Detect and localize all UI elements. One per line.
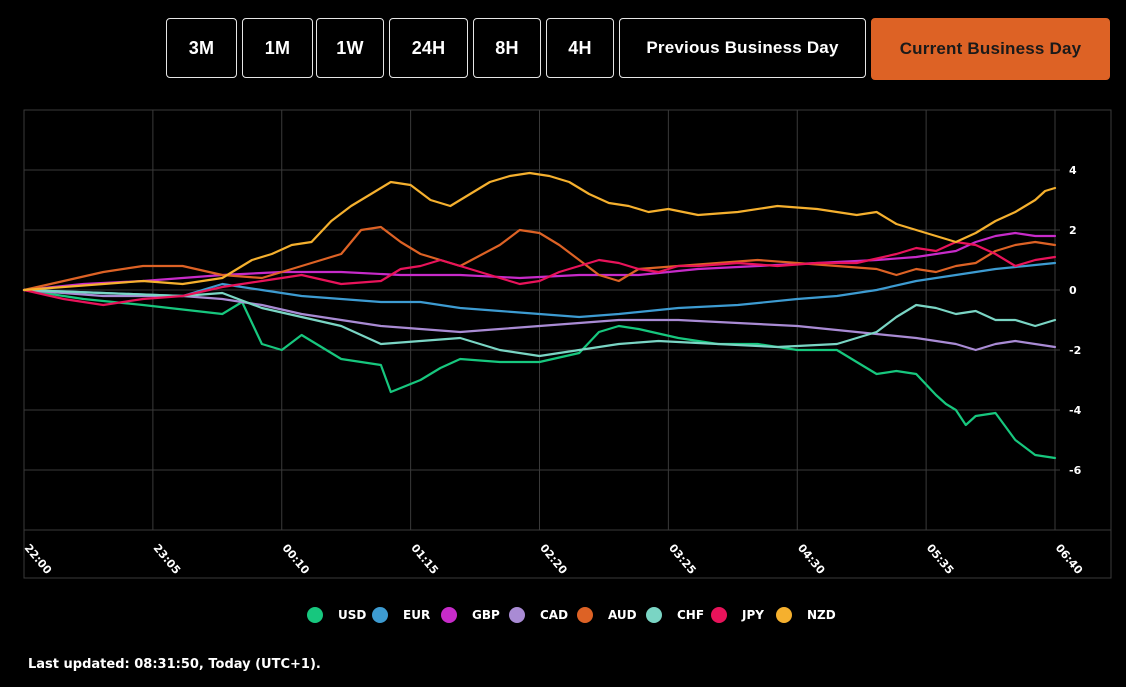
legend-color-dot — [441, 607, 457, 623]
legend-color-dot — [577, 607, 593, 623]
y-tick-label: -6 — [1069, 464, 1082, 477]
legend-label: CAD — [540, 608, 569, 622]
series-line-chf — [22, 288, 1057, 358]
legend-color-dot — [776, 607, 792, 623]
legend-label: EUR — [403, 608, 431, 622]
y-tick-label: -2 — [1069, 344, 1081, 357]
x-tick-label: 01:15 — [408, 542, 440, 577]
timeframe-1m-button[interactable]: 1M — [242, 18, 313, 78]
legend-label: CHF — [677, 608, 705, 622]
series-line-gbp — [22, 231, 1057, 292]
x-tick-label: 23:05 — [151, 542, 183, 577]
timeframe-24h-button[interactable]: 24H — [389, 18, 468, 78]
timeframe-4h-button[interactable]: 4H — [546, 18, 614, 78]
chart-legend: USD EUR GBP CAD AUD CHF JPY NZD — [0, 604, 1126, 626]
x-tick-label: 05:35 — [924, 542, 956, 577]
legend-label: JPY — [742, 608, 764, 622]
x-tick-label: 06:40 — [1053, 542, 1086, 577]
legend-label: USD — [338, 608, 367, 622]
legend-item-chf[interactable]: CHF — [646, 604, 704, 626]
legend-color-dot — [646, 607, 662, 623]
y-tick-label: 4 — [1069, 164, 1077, 177]
last-updated-text: Last updated: 08:31:50, Today (UTC+1). — [28, 657, 321, 672]
series-line-aud — [22, 225, 1057, 292]
x-tick-label: 02:20 — [537, 542, 570, 577]
timeframe-8h-button[interactable]: 8H — [473, 18, 541, 78]
x-tick-label: 04:30 — [795, 542, 828, 577]
currency-strength-chart: 4 2 0 -2 -4 -6 22:00 23:05 00:10 01:15 02:20 03:25 0… — [22, 109, 1112, 579]
x-tick-label: 22:00 — [22, 542, 55, 577]
legend-color-dot — [711, 607, 727, 623]
legend-color-dot — [372, 607, 388, 623]
legend-color-dot — [509, 607, 525, 623]
plot-frame — [23, 109, 1112, 579]
x-tick-label: 00:10 — [279, 542, 312, 577]
timeframe-1w-button[interactable]: 1W — [316, 18, 384, 78]
series-line-cad — [22, 288, 1057, 352]
legend-label: GBP — [472, 608, 500, 622]
x-tick-label: 03:25 — [666, 542, 698, 577]
legend-label: NZD — [807, 608, 836, 622]
series-line-jpy — [22, 240, 1057, 307]
legend-item-jpy[interactable]: JPY — [711, 604, 764, 626]
legend-item-usd[interactable]: USD — [307, 604, 366, 626]
timeframe-3m-button[interactable]: 3M — [166, 18, 237, 78]
series-line-nzd — [22, 171, 1057, 292]
series-line-eur — [22, 261, 1057, 319]
previous-business-day-button[interactable]: Previous Business Day — [619, 18, 866, 78]
legend-item-aud[interactable]: AUD — [577, 604, 637, 626]
legend-item-nzd[interactable]: NZD — [776, 604, 836, 626]
legend-item-gbp[interactable]: GBP — [441, 604, 500, 626]
legend-item-eur[interactable]: EUR — [372, 604, 430, 626]
current-business-day-button[interactable]: Current Business Day — [871, 18, 1110, 80]
series-line-usd — [22, 288, 1057, 460]
legend-color-dot — [307, 607, 323, 623]
y-tick-label: 0 — [1069, 284, 1077, 297]
legend-label: AUD — [608, 608, 637, 622]
y-tick-label: 2 — [1069, 224, 1077, 237]
legend-item-cad[interactable]: CAD — [509, 604, 568, 626]
y-tick-label: -4 — [1069, 404, 1082, 417]
